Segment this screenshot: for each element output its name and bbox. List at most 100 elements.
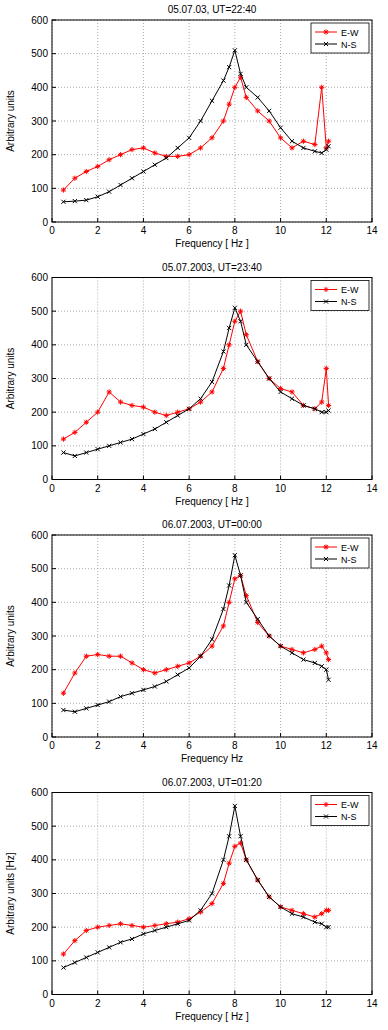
- tick-label: 10: [275, 740, 287, 751]
- data-point: [324, 366, 329, 371]
- data-point: [319, 644, 324, 649]
- tick: [52, 826, 56, 827]
- grid-line: [143, 278, 144, 480]
- data-point: [313, 920, 317, 924]
- data-point: [267, 109, 271, 113]
- grid-line: [52, 188, 372, 189]
- data-point: [312, 142, 317, 147]
- data-point: [221, 349, 225, 353]
- chart-title: 06.07.2003, UT=00:00: [162, 519, 262, 530]
- series-line: [63, 50, 328, 202]
- tick-label: 100: [31, 440, 48, 451]
- tick-label: 10: [275, 998, 287, 1009]
- data-point: [232, 85, 237, 90]
- data-group: [61, 48, 331, 204]
- y-axis-title: Arbitrary units: [5, 605, 16, 667]
- data-point: [118, 440, 122, 444]
- tick: [143, 476, 144, 480]
- data-point: [61, 708, 65, 712]
- tick: [52, 568, 56, 569]
- data-point: [61, 200, 65, 204]
- x-axis-title: Frequency [ Hz ]: [175, 238, 249, 249]
- tick-label: 6: [186, 998, 192, 1009]
- data-point: [244, 600, 248, 604]
- legend-label: E-W: [341, 543, 359, 553]
- data-point: [175, 664, 180, 669]
- data-point: [164, 925, 168, 929]
- tick: [234, 476, 235, 480]
- data-point: [278, 390, 282, 394]
- tick-label: 4: [141, 740, 147, 751]
- data-point: [164, 420, 168, 424]
- tick: [52, 188, 56, 189]
- data-point: [72, 670, 77, 675]
- data-point: [324, 148, 328, 152]
- data-point: [198, 654, 202, 658]
- data-point: [118, 940, 122, 944]
- data-point: [84, 928, 89, 933]
- data-point: [175, 154, 180, 159]
- data-point: [320, 922, 324, 926]
- data-point: [278, 905, 282, 909]
- data-point: [227, 342, 232, 347]
- data-point: [221, 858, 225, 862]
- data-point: [301, 146, 305, 150]
- data-point: [313, 407, 317, 411]
- legend: E-WN-S: [311, 538, 369, 568]
- data-point: [84, 420, 89, 425]
- data-point: [301, 403, 306, 408]
- tick-label: 8: [232, 740, 238, 751]
- legend-label: E-W: [341, 285, 359, 295]
- grid-line: [52, 344, 372, 345]
- tick-label: 2: [95, 998, 101, 1009]
- data-point: [118, 695, 122, 699]
- legend-marker: [324, 557, 328, 561]
- tick-label: 400: [31, 339, 48, 350]
- tick-label: 600: [31, 15, 48, 26]
- tick-label: 12: [321, 225, 333, 236]
- data-point: [107, 444, 111, 448]
- data-point: [96, 950, 100, 954]
- tick-label: 600: [31, 272, 48, 283]
- tick-label: 600: [31, 787, 48, 798]
- data-point: [130, 176, 134, 180]
- data-point: [176, 673, 180, 677]
- series-line: [63, 311, 328, 439]
- data-point: [255, 359, 260, 364]
- data-point: [198, 397, 202, 401]
- tick: [280, 218, 281, 222]
- tick-label: 200: [31, 407, 48, 418]
- y-axis-title: Arbitrary units: [5, 348, 16, 410]
- tick: [326, 733, 327, 737]
- data-point: [187, 407, 191, 411]
- data-point: [141, 688, 145, 692]
- tick: [143, 218, 144, 222]
- tick-label: 2: [95, 225, 101, 236]
- data-point: [319, 911, 324, 916]
- data-point: [118, 152, 123, 157]
- tick-label: 0: [49, 483, 55, 494]
- series-line: [63, 843, 328, 954]
- tick: [52, 445, 56, 446]
- tick: [52, 154, 56, 155]
- tick-label: 6: [186, 740, 192, 751]
- data-point: [221, 79, 225, 83]
- data-point: [238, 72, 242, 76]
- tick: [52, 703, 56, 704]
- data-point: [232, 319, 237, 324]
- tick: [234, 218, 235, 222]
- data-point: [319, 399, 324, 404]
- data-group: [61, 553, 331, 714]
- data-point: [107, 157, 112, 162]
- data-point: [141, 432, 145, 436]
- data-point: [96, 703, 100, 707]
- data-point: [152, 923, 157, 928]
- data-point: [221, 366, 226, 371]
- data-point: [72, 176, 77, 181]
- data-point: [84, 198, 88, 202]
- tick: [97, 218, 98, 222]
- grid-line: [52, 636, 372, 637]
- data-point: [84, 706, 88, 710]
- data-point: [289, 389, 294, 394]
- legend-box: [311, 538, 369, 568]
